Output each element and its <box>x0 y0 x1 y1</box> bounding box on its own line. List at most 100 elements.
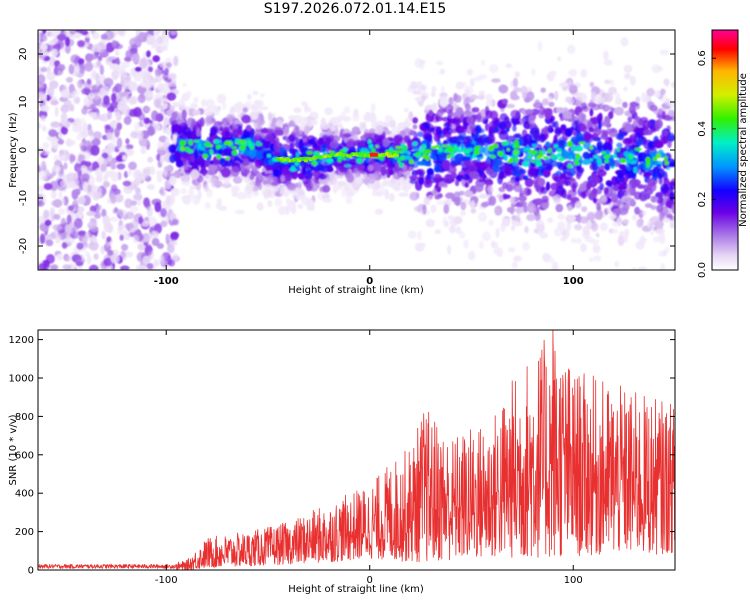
spectrogram-cell <box>84 61 94 72</box>
spectrogram-cell <box>554 128 563 135</box>
spectrogram-cell <box>343 147 348 152</box>
spectrogram-cell <box>523 140 528 148</box>
spectrogram-cell <box>567 141 574 147</box>
spectrogram-cell <box>162 103 168 110</box>
spectrogram-cell <box>252 90 259 96</box>
spectrogram-cell <box>587 102 597 108</box>
spectrogram-cell <box>409 175 418 181</box>
spectrogram-cell <box>402 120 411 128</box>
spectrogram-cell <box>148 216 157 226</box>
snr-xtick-label: 100 <box>564 575 583 586</box>
spectrogram-cell <box>48 129 58 138</box>
spectrogram-cell <box>80 144 87 152</box>
spectrogram-cell <box>78 125 86 136</box>
spectrogram-cell <box>170 231 180 239</box>
spectrogram-cell <box>538 135 546 143</box>
spectrogram-cell <box>433 133 441 143</box>
spectrogram-cell <box>235 209 245 215</box>
spectrogram-cell <box>548 71 555 82</box>
spectrogram-cell <box>620 37 629 47</box>
spectrogram-cell <box>544 112 552 120</box>
spectrogram-cell <box>67 205 75 211</box>
spectrogram-cell <box>324 107 333 116</box>
spectrogram-cell <box>456 149 464 153</box>
spectrogram-cell <box>656 204 664 213</box>
spectrogram-cell <box>412 117 419 124</box>
spectrogram-cell <box>505 63 513 69</box>
spectrogram-cell <box>414 206 421 212</box>
spectrogram-cell <box>331 116 342 125</box>
spectrogram-cell <box>71 90 80 99</box>
spectrogram-cell <box>425 219 435 228</box>
spectrogram-cell <box>586 181 592 190</box>
spectrogram-cell <box>348 147 357 154</box>
spectrogram-cell <box>591 117 597 125</box>
spectrogram-cell <box>146 166 151 176</box>
spectrogram-cell <box>426 162 432 167</box>
spectrogram-cell <box>371 162 382 172</box>
spectrogram-cell <box>262 151 269 159</box>
ridge-point <box>385 152 390 156</box>
spectrogram-cell <box>137 130 144 141</box>
spectrogram-cell <box>77 167 82 177</box>
spectrogram-cell <box>77 40 86 48</box>
spectrogram-cell <box>111 93 117 103</box>
spectrogram-cell <box>660 135 669 144</box>
spectrogram-cell <box>81 87 91 95</box>
spectrogram-cell <box>247 144 251 147</box>
spectrogram-cell <box>117 225 123 231</box>
spectrogram-cell <box>53 30 61 34</box>
spectrogram-cell <box>45 94 51 102</box>
spectrogram-cell <box>233 102 243 114</box>
spectrogram-cell <box>642 120 651 130</box>
colorbar-label: Normalized spectral amplitude <box>738 73 749 227</box>
spectrogram-cell <box>40 66 48 73</box>
spectrogram-cell <box>214 180 223 188</box>
spectrogram-cell <box>231 149 238 156</box>
spectrogram-cell <box>307 107 312 112</box>
spectrogram-cell <box>88 129 94 137</box>
spectrogram-cell <box>253 99 264 106</box>
spectrogram-cell <box>543 169 551 178</box>
spectrogram-cell <box>232 176 243 184</box>
spectrogram-cell <box>439 151 448 162</box>
spectrogram-cell <box>186 117 195 127</box>
spectrogram-cell <box>431 86 437 93</box>
spectrogram-cell <box>455 81 465 90</box>
spectrogram-cell <box>604 159 609 164</box>
spectrogram-cell <box>420 84 427 91</box>
spectrogram-cell <box>130 43 138 55</box>
spectrogram-cell <box>132 234 140 244</box>
spectrogram-cell <box>568 84 578 94</box>
spectrogram-cell <box>42 34 48 42</box>
spectrogram-cell <box>422 204 427 215</box>
spectrogram-cell <box>195 180 202 191</box>
spectrogram-cell <box>359 121 364 131</box>
spectrogram-cell <box>484 179 494 186</box>
spectrogram-cell <box>193 139 201 143</box>
spectrogram-cell <box>116 122 123 131</box>
spectrogram-cell <box>298 138 304 149</box>
ridge-peak <box>369 152 378 157</box>
spectrogram-cell <box>536 154 542 160</box>
spectrogram-cell <box>256 202 264 211</box>
spectrogram-cell <box>201 99 207 108</box>
spectrogram-cell <box>527 139 538 149</box>
spectrogram-cell <box>514 207 525 214</box>
spectrogram-cell <box>319 122 330 131</box>
spectrogram-cell <box>120 265 130 270</box>
spectrogram-cell <box>511 120 521 125</box>
spectrogram-cell <box>344 164 351 168</box>
spectrogram-cell <box>392 170 402 180</box>
spectrogram-cell <box>339 165 346 171</box>
spectrogram-cell <box>116 137 123 148</box>
spectrogram-cell <box>324 130 333 136</box>
spectrogram-cell <box>565 214 576 224</box>
spectrogram-cell <box>474 183 484 193</box>
spectrogram-cell <box>101 230 106 240</box>
spectrogram-cell <box>168 259 176 267</box>
spectrogram-cell <box>41 50 50 56</box>
spectrogram-cell <box>588 126 595 133</box>
spectrogram-cell <box>345 191 356 197</box>
spectrogram-cell <box>172 79 177 87</box>
